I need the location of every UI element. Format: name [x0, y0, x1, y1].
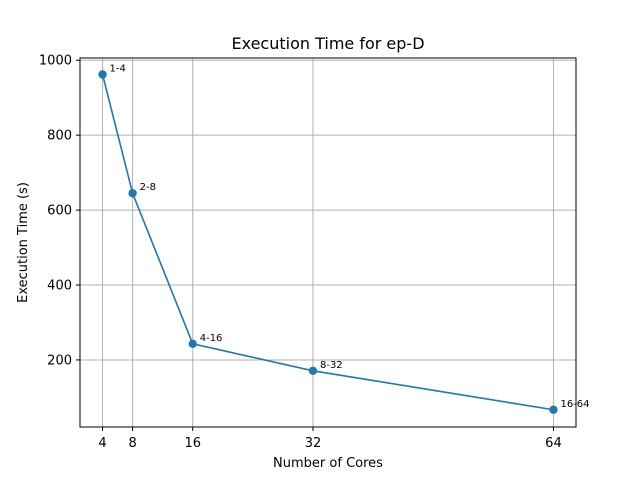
x-tick-label: 4	[98, 436, 106, 451]
data-label: 8-32	[320, 360, 343, 371]
plot-frame	[79, 57, 577, 428]
data-label: 4-16	[200, 333, 223, 344]
data-point	[98, 70, 107, 79]
data-label: 1-4	[110, 63, 126, 74]
x-tick-label: 8	[128, 436, 136, 451]
x-tick-label: 64	[545, 436, 562, 451]
x-tick-label: 16	[184, 436, 201, 451]
data-point	[308, 366, 318, 376]
data-point	[128, 189, 137, 198]
y-tick-label: 600	[47, 204, 72, 219]
chart-title: Execution Time for ep-D	[231, 34, 424, 53]
y-tick-label: 800	[47, 129, 72, 144]
y-axis: 200 400 600 800 1000	[39, 54, 80, 368]
x-tick-label: 32	[305, 436, 322, 451]
series: 1-4 2-8 4-16 8-32 16-64	[98, 63, 590, 414]
y-tick-label: 1000	[39, 54, 72, 69]
y-tick-label: 400	[47, 279, 72, 294]
data-point	[549, 405, 558, 414]
y-axis-label: Execution Time (s)	[16, 182, 31, 303]
x-axis: 4 8 16 32 64	[98, 427, 562, 451]
data-point	[188, 339, 197, 349]
y-tick-label: 200	[47, 353, 72, 368]
x-axis-label: Number of Cores	[273, 456, 383, 471]
data-label: 16-64	[560, 399, 589, 410]
grid	[80, 58, 576, 427]
data-label: 2-8	[140, 182, 156, 193]
